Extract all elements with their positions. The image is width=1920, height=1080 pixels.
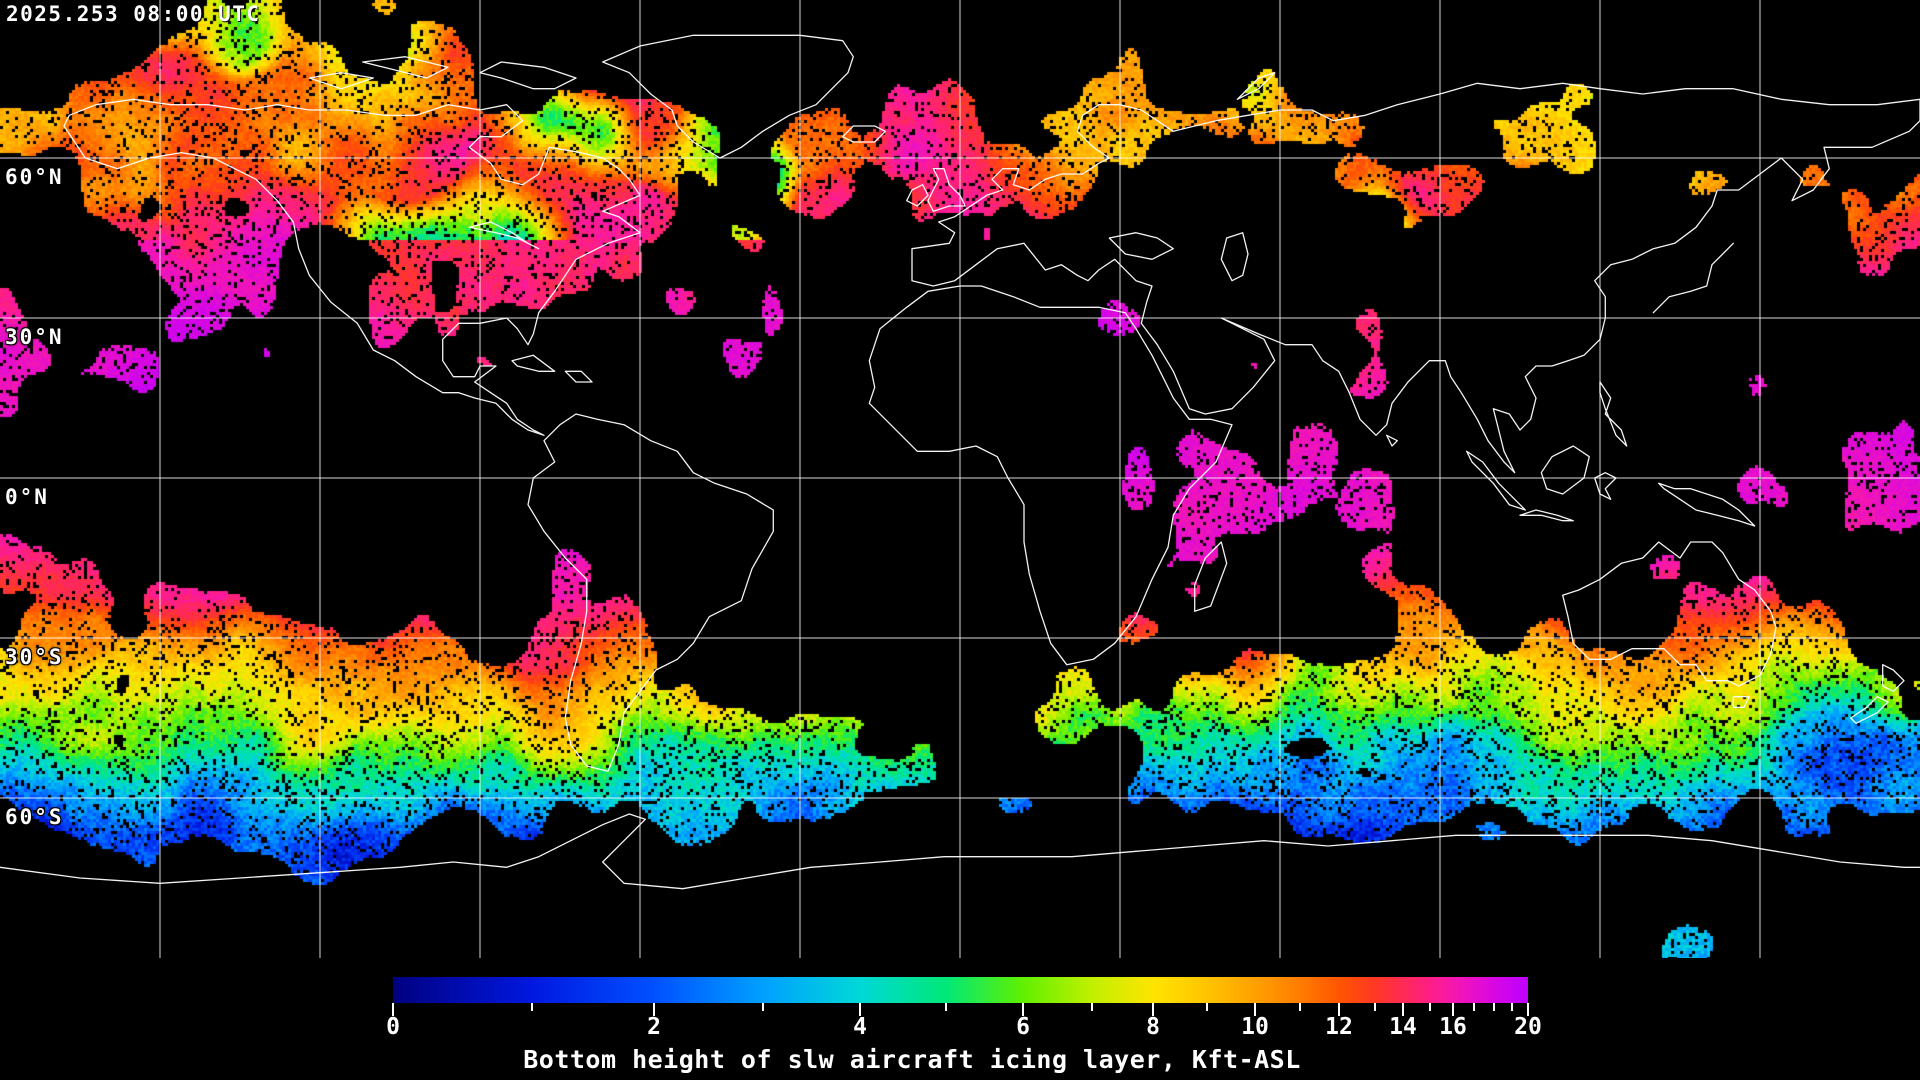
colorbar-tick <box>1299 1003 1301 1011</box>
colorbar-tick <box>1402 1003 1404 1016</box>
colorbar-tick <box>762 1003 764 1011</box>
colorbar: 0 2 4 6 8 10 12 14 16 20 <box>386 977 1542 1049</box>
colorbar-tick <box>1022 1003 1024 1016</box>
colorbar-tick <box>1152 1003 1154 1016</box>
colorbar-tick <box>531 1003 533 1011</box>
colorbar-tick <box>945 1003 947 1011</box>
colorbar-tick-label: 12 <box>1325 1014 1353 1040</box>
colorbar-tick-label: 8 <box>1146 1014 1160 1040</box>
colorbar-tick <box>1511 1003 1513 1011</box>
colorbar-tick-label: 4 <box>853 1014 867 1040</box>
icing-data-field <box>0 0 1920 958</box>
colorbar-tick-label: 16 <box>1439 1014 1467 1040</box>
colorbar-tick-label: 20 <box>1514 1014 1542 1040</box>
colorbar-tick <box>653 1003 655 1016</box>
colorbar-title: Bottom height of slw aircraft icing laye… <box>523 1045 1301 1074</box>
timestamp: 2025.253 08:00 UTC <box>6 2 261 26</box>
latitude-label: 30°S <box>5 645 64 669</box>
colorbar-tick <box>1374 1003 1376 1011</box>
latitude-label: 30°N <box>5 325 64 349</box>
colorbar-tick-label: 14 <box>1389 1014 1417 1040</box>
colorbar-tick <box>1493 1003 1495 1011</box>
colorbar-tick-label: 0 <box>386 1014 400 1040</box>
colorbar-tick <box>1206 1003 1208 1011</box>
colorbar-tick <box>859 1003 861 1016</box>
colorbar-tick <box>392 1003 394 1016</box>
colorbar-gradient <box>393 977 1528 1003</box>
colorbar-tick <box>1338 1003 1340 1016</box>
latitude-label: 60°N <box>5 165 64 189</box>
colorbar-tick <box>1091 1003 1093 1011</box>
colorbar-tick-label: 10 <box>1241 1014 1269 1040</box>
colorbar-tick-label: 6 <box>1016 1014 1030 1040</box>
colorbar-tick <box>1254 1003 1256 1016</box>
colorbar-tick <box>1473 1003 1475 1011</box>
colorbar-tick <box>1527 1003 1529 1016</box>
colorbar-tick <box>1429 1003 1431 1011</box>
colorbar-tick <box>1452 1003 1454 1016</box>
colorbar-tick-label: 2 <box>647 1014 661 1040</box>
latitude-label: 0°N <box>5 485 49 509</box>
latitude-label: 60°S <box>5 805 64 829</box>
